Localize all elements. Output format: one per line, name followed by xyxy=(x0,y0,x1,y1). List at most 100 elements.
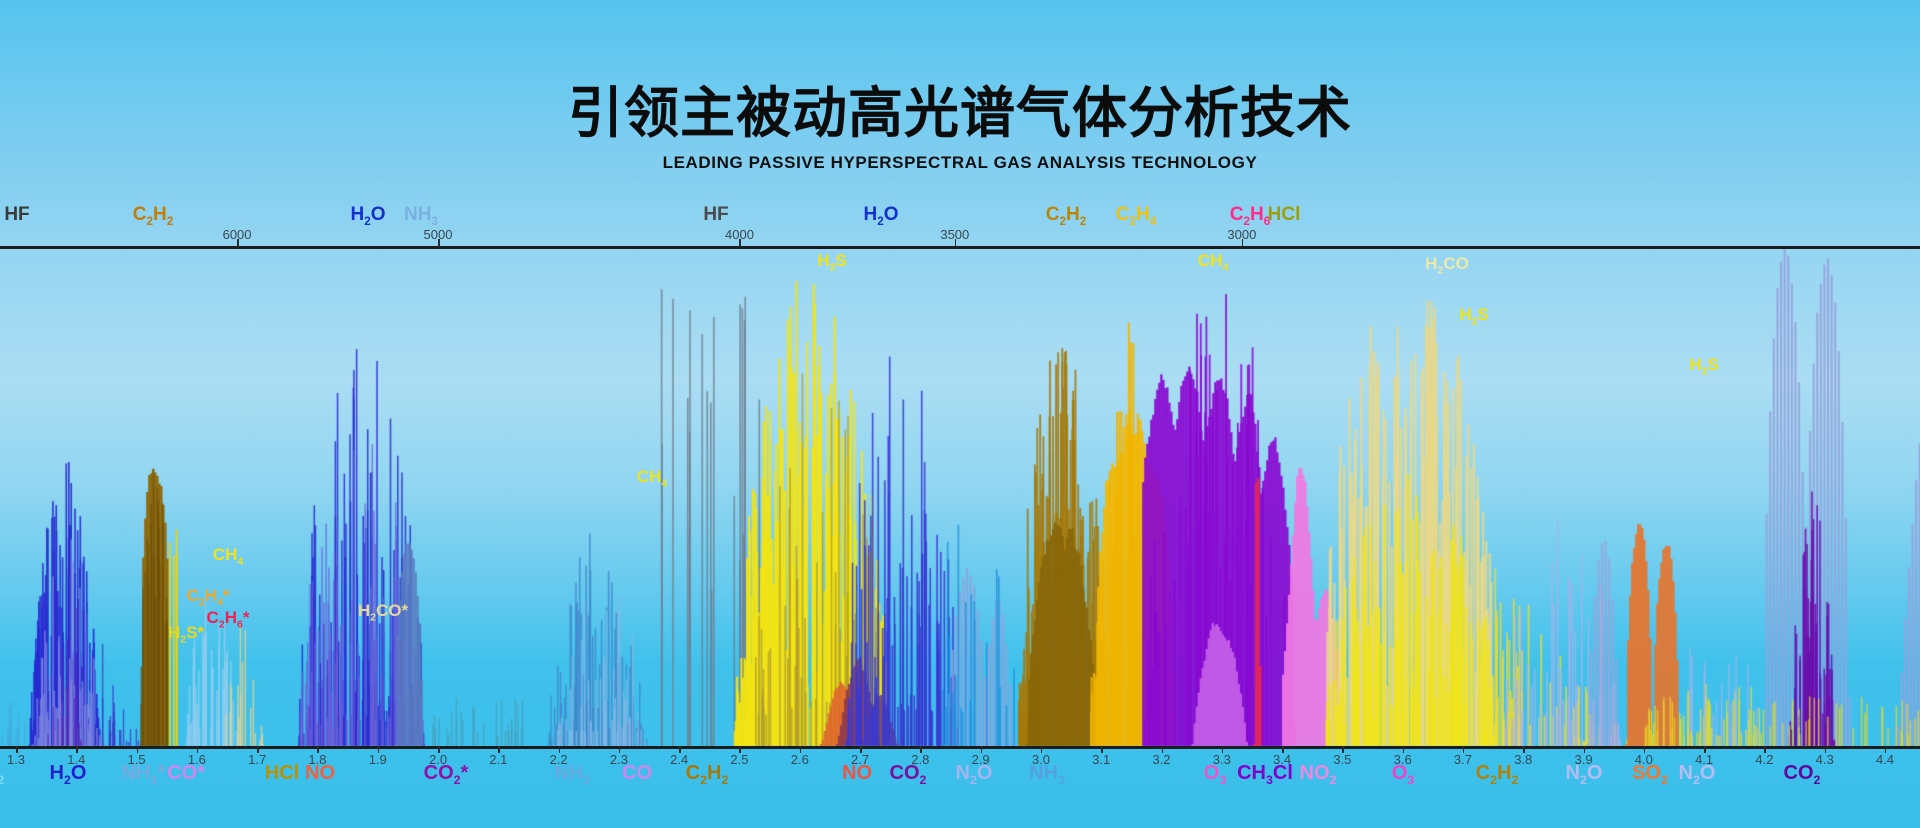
gas-label-top: NH3 xyxy=(404,204,438,228)
gas-label-top: H2O xyxy=(863,204,899,228)
wavelength-tick xyxy=(196,746,199,753)
wavenumber-tick-label: 3500 xyxy=(940,227,970,242)
wavelength-tick xyxy=(1523,746,1525,753)
wavelength-tick xyxy=(799,746,802,753)
gas-label-bottom: O3 xyxy=(1391,762,1415,787)
wavelength-tick-label: 1.4 xyxy=(67,752,86,767)
wavenumber-tick xyxy=(954,239,957,247)
wavenumber-tick xyxy=(739,239,741,247)
gas-label-bottom: CO2 xyxy=(889,762,927,787)
wavelength-tick xyxy=(558,746,561,753)
wavelength-tick xyxy=(1040,746,1043,753)
gas-label-top: HF xyxy=(703,204,729,225)
gas-label-inner: C2H6* xyxy=(206,608,250,631)
gas-label-top: HCl xyxy=(1267,204,1301,225)
gas-label-inner: H2S xyxy=(817,251,847,274)
wavelength-tick xyxy=(1342,746,1344,753)
wavelength-tick xyxy=(1884,746,1887,753)
wavelength-tick-label: 3.0 xyxy=(1031,752,1050,767)
wavelength-tick-label: 3.4 xyxy=(1273,752,1292,767)
gas-label-inner: CH4 xyxy=(1197,251,1229,274)
wavenumber-tick-label: 5000 xyxy=(423,227,453,242)
wavelength-tick-label: 3.9 xyxy=(1574,752,1593,767)
wavelength-tick-label: 2.5 xyxy=(730,752,749,767)
wavelength-tick xyxy=(1583,746,1586,753)
gas-label-bottom: O2 xyxy=(0,773,5,787)
page-subtitle: LEADING PASSIVE HYPERSPECTRAL GAS ANALYS… xyxy=(662,153,1258,172)
gas-label-inner: H2S xyxy=(1689,355,1719,378)
wavelength-tick-label: 4.2 xyxy=(1755,752,1774,767)
gas-label-inner: H2S xyxy=(1459,305,1489,328)
wavelength-tick-label: 1.6 xyxy=(187,752,206,767)
gas-label-top: C2H4 xyxy=(1115,204,1157,228)
wavelength-tick-label: 1.9 xyxy=(368,752,387,767)
wavenumber-tick xyxy=(237,239,239,247)
gas-label-bottom: NH3 xyxy=(554,762,590,787)
wavelength-tick xyxy=(1161,746,1163,753)
wavelength-tick xyxy=(860,746,862,753)
wavelength-tick-label: 3.1 xyxy=(1092,752,1111,767)
gas-label-bottom: N2O xyxy=(955,762,993,787)
gas-label-inner: H2S* xyxy=(167,623,205,646)
wavelength-tick-label: 4.3 xyxy=(1815,752,1834,767)
gas-label-bottom: NO xyxy=(842,762,872,784)
gas-label-bottom: C2H2 xyxy=(1475,762,1519,787)
wavelength-tick xyxy=(1101,746,1103,753)
wavelength-tick xyxy=(257,746,259,753)
wavelength-tick-label: 2.2 xyxy=(549,752,568,767)
gas-label-bottom: O3 xyxy=(1203,762,1227,787)
gas-label-bottom: CH3Cl xyxy=(1237,762,1293,787)
wavelength-tick-label: 1.8 xyxy=(308,752,327,767)
gas-label-bottom: H2O xyxy=(49,762,87,787)
wavelength-tick-label: 3.2 xyxy=(1152,752,1171,767)
wavelength-tick-label: 2.4 xyxy=(670,752,689,767)
wavelength-tick xyxy=(76,746,78,753)
wavelength-tick xyxy=(377,746,380,753)
wavelength-tick-label: 3.3 xyxy=(1212,752,1231,767)
wavelength-tick xyxy=(1764,746,1766,753)
gas-label-bottom: NH3* xyxy=(121,762,165,787)
wavenumber-tick xyxy=(438,239,440,247)
wavelength-tick-label: 1.3 xyxy=(6,752,26,767)
gas-label-bottom: NO xyxy=(305,762,335,784)
gas-label-bottom: CO xyxy=(622,762,652,784)
wavelength-tick xyxy=(438,746,440,753)
wavelength-tick-label: 3.8 xyxy=(1514,752,1533,767)
wavelength-tick xyxy=(1221,746,1224,753)
gas-label-bottom: CO* xyxy=(167,762,205,784)
wavelength-tick xyxy=(16,746,18,753)
wavenumber-tick-label: 6000 xyxy=(222,227,252,242)
wavelength-tick xyxy=(1704,746,1706,753)
gas-label-bottom: NH3 xyxy=(1029,762,1065,787)
gas-label-top: C2H6 xyxy=(1229,204,1271,228)
wavelength-tick-label: 4.4 xyxy=(1875,752,1895,767)
wavelength-tick-label: 3.7 xyxy=(1453,752,1472,767)
wavelength-tick xyxy=(739,746,741,753)
gas-label-bottom: CO2* xyxy=(423,762,469,787)
wavelength-tick xyxy=(1282,746,1284,753)
wavelength-tick xyxy=(1402,746,1405,753)
wavenumber-tick-label: 4000 xyxy=(725,227,754,242)
gas-label-top: C2H2 xyxy=(1045,204,1087,228)
wavelength-tick-label: 2.8 xyxy=(911,752,930,767)
wavelength-tick xyxy=(679,746,681,753)
wavelength-axis-line xyxy=(0,746,1920,749)
gas-label-inner: CH4 xyxy=(636,467,668,490)
wavelength-tick-label: 2.7 xyxy=(851,752,870,767)
gas-label-bottom: SO2 xyxy=(1632,762,1668,787)
wavelength-tick-label: 3.5 xyxy=(1333,752,1352,767)
gas-label-top: C2H2 xyxy=(132,204,174,228)
wavelength-tick xyxy=(1824,746,1827,753)
wavelength-tick-label: 4.0 xyxy=(1634,752,1653,767)
wavelength-tick-label: 2.9 xyxy=(971,752,990,767)
wavelength-tick-label: 2.6 xyxy=(790,752,809,767)
wavelength-tick xyxy=(920,746,922,753)
gas-label-top: H2O xyxy=(350,204,386,228)
gas-label-bottom: C2H2 xyxy=(685,762,729,787)
gas-label-inner: C2H4* xyxy=(186,586,230,609)
wavelength-tick-label: 2.3 xyxy=(609,752,628,767)
wavelength-tick xyxy=(980,746,983,753)
wavenumber-tick-label: 3000 xyxy=(1227,227,1257,242)
